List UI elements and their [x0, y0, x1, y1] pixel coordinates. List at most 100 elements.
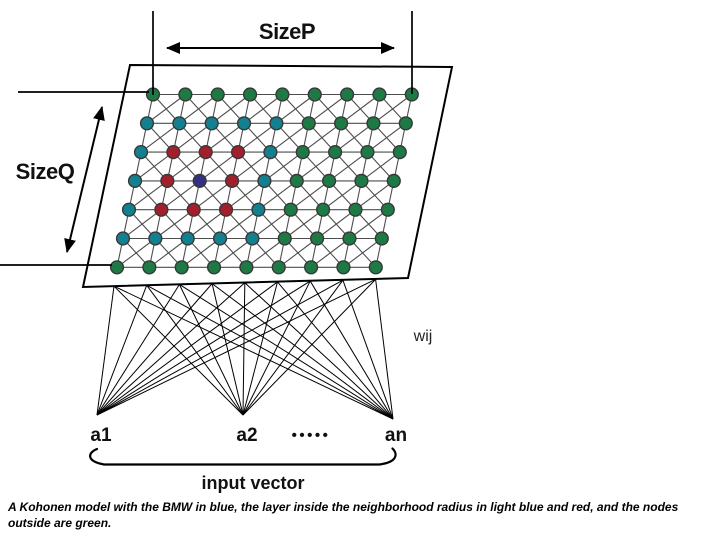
input-vector-brace	[89, 447, 397, 466]
som-node	[148, 231, 163, 246]
som-node	[212, 231, 228, 246]
weight-line	[179, 284, 394, 420]
som-edge	[211, 94, 251, 124]
weight-line	[342, 280, 394, 420]
som-edge	[343, 238, 383, 268]
som-node	[154, 202, 169, 217]
som-node	[307, 87, 322, 102]
weight-line	[96, 278, 376, 416]
weight-line	[96, 281, 278, 416]
weight-line	[242, 280, 311, 416]
weight-line	[277, 281, 394, 420]
som-node	[115, 231, 131, 246]
som-node	[289, 173, 304, 189]
som-edge	[187, 209, 227, 239]
som-edge	[334, 122, 374, 153]
weight-line	[113, 285, 394, 420]
som-node	[251, 202, 266, 217]
som-node-bmu	[192, 173, 207, 189]
som-edge	[278, 238, 318, 268]
som-node	[242, 87, 258, 102]
som-node	[269, 116, 284, 131]
som-node	[230, 145, 246, 160]
som-edge	[155, 209, 195, 239]
som-node	[224, 173, 240, 189]
som-node	[372, 87, 387, 102]
som-node	[166, 145, 181, 160]
som-node	[133, 145, 149, 160]
som-node	[360, 145, 375, 160]
som-edge	[167, 151, 207, 182]
weight-line	[96, 280, 311, 416]
som-node	[198, 145, 213, 160]
sizeq-label: SizeQ	[16, 159, 75, 184]
som-node	[380, 202, 395, 217]
som-edge	[161, 180, 201, 211]
figure-caption: A Kohonen model with the BMW in blue, th…	[8, 500, 679, 530]
som-edge	[237, 122, 277, 153]
input-ellipsis: •••••	[292, 427, 331, 444]
input-vector-label: input vector	[201, 473, 304, 493]
som-edge	[231, 151, 271, 182]
som-node	[271, 260, 286, 275]
som-edge	[199, 151, 239, 182]
som-node	[348, 202, 363, 217]
som-node	[283, 202, 298, 217]
som-node	[316, 202, 331, 217]
som-node	[366, 116, 381, 131]
som-edge	[308, 94, 348, 124]
som-node	[322, 173, 337, 189]
som-node	[206, 260, 222, 275]
som-node	[174, 260, 189, 275]
som-node	[275, 87, 290, 102]
som-node	[301, 116, 316, 131]
weight-line	[96, 279, 344, 416]
som-node	[386, 173, 401, 189]
som-edge	[205, 122, 245, 153]
som-edge	[179, 94, 219, 124]
weights-label: wij	[413, 328, 433, 345]
som-node	[257, 173, 272, 189]
som-edge	[225, 180, 265, 211]
input-node-an-label: an	[385, 425, 407, 446]
sizep-label: SizeP	[259, 19, 315, 44]
som-edge	[128, 180, 168, 211]
weight-line	[242, 279, 344, 416]
weight-line	[146, 285, 244, 416]
input-node-a1-label: a1	[90, 425, 112, 446]
input-node-a2-label: a2	[236, 425, 257, 446]
som-edge	[149, 238, 189, 268]
weight-line	[211, 283, 394, 420]
som-node	[328, 145, 343, 160]
som-edge	[246, 238, 286, 268]
som-node	[354, 173, 369, 189]
som-edge	[328, 151, 368, 182]
kohonen-diagram-canvas: SizeP SizeQ wij a1 a2 ••••• an input vec…	[0, 11, 454, 493]
som-node	[204, 116, 219, 131]
weight-line	[211, 283, 244, 416]
som-node	[340, 87, 355, 102]
weight-line	[96, 283, 213, 416]
som-node	[336, 260, 351, 275]
som-edge	[219, 209, 259, 239]
som-node	[142, 260, 157, 275]
som-edge	[316, 209, 356, 239]
weight-connection-lines	[96, 278, 394, 420]
weight-line	[146, 284, 394, 420]
som-node	[277, 231, 292, 246]
som-edge	[284, 209, 324, 239]
som-node	[160, 173, 175, 189]
som-node	[172, 116, 187, 131]
som-edge	[310, 238, 350, 268]
som-node	[239, 260, 254, 275]
som-edge	[322, 180, 362, 211]
som-edge	[140, 122, 180, 153]
som-node	[334, 116, 349, 131]
som-edge	[134, 151, 174, 182]
som-edge	[276, 94, 316, 124]
som-edge	[252, 209, 292, 239]
som-node	[374, 231, 389, 246]
som-edge	[146, 94, 186, 124]
som-node	[236, 116, 252, 131]
